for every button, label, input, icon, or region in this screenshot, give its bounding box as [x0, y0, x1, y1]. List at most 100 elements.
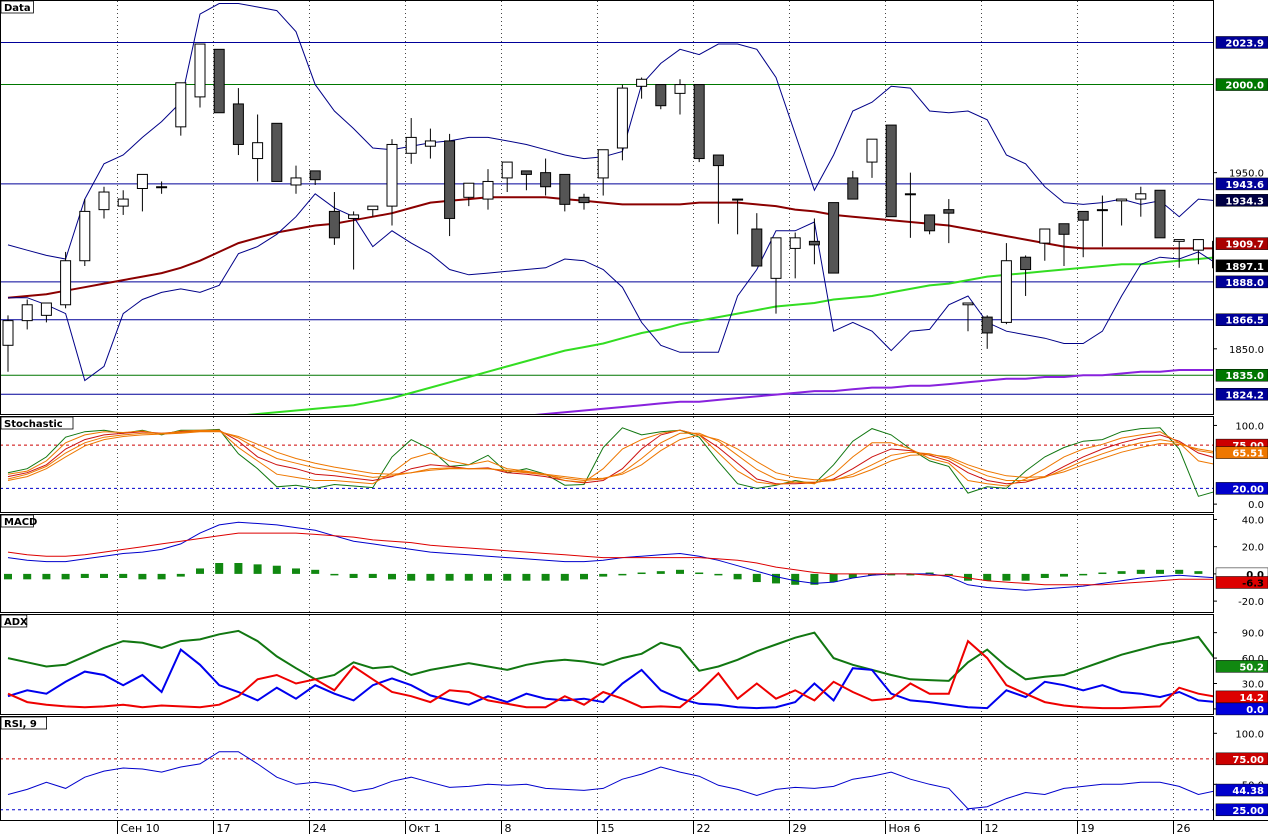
- macd-histogram-bar: [215, 563, 224, 574]
- price-tag-label: 1897.1: [1225, 262, 1264, 273]
- price-tag-label: 1888.0: [1225, 278, 1264, 289]
- candle-body: [21, 304, 33, 322]
- macd-histogram-bar: [925, 572, 934, 575]
- macd-histogram-bar: [983, 573, 992, 581]
- macd-histogram-bar: [368, 573, 377, 578]
- candle-body: [789, 237, 801, 249]
- price-overlay-line: [534, 369, 1213, 414]
- macd-histogram-bar: [1021, 573, 1030, 581]
- price-tag: [1215, 36, 1268, 49]
- macd-histogram-bar: [964, 573, 972, 581]
- candle-body: [693, 84, 705, 160]
- candle-body: [1077, 210, 1089, 221]
- candle-body: [770, 237, 782, 279]
- candle-body: [367, 205, 379, 211]
- price-tag-label: 0.0: [1246, 705, 1264, 716]
- price-tag: [1215, 446, 1268, 459]
- price-tag-label: 0.0: [1246, 570, 1264, 581]
- price-overlay-line: [246, 256, 1213, 414]
- price-tag-label: 1934.3: [1225, 196, 1264, 207]
- price-overlay-line: [8, 193, 1213, 382]
- macd-histogram-bar: [714, 573, 723, 576]
- price-tick-label: 1850.0: [1229, 345, 1264, 356]
- macd-histogram-bar: [733, 573, 742, 580]
- price-tick-label: 30.0: [1242, 679, 1264, 690]
- pane-title: Stochastic: [0, 416, 74, 430]
- candle-body: [290, 177, 302, 186]
- price-tag-label: 1835.0: [1225, 371, 1264, 382]
- price-tag-label: 25.00: [1232, 806, 1264, 817]
- price-tag: [1215, 237, 1268, 250]
- candle-body: [655, 84, 667, 107]
- candle-body: [1000, 260, 1012, 323]
- candle-body: [1192, 239, 1204, 251]
- candle-body: [405, 136, 417, 154]
- macd-histogram-bar: [868, 573, 876, 576]
- macd-histogram-bar: [810, 573, 819, 585]
- macd-histogram-bar: [1040, 573, 1049, 578]
- candle-body: [117, 198, 129, 207]
- macd-histogram-bar: [676, 569, 684, 574]
- candle-body: [309, 170, 321, 181]
- price-tag: [1215, 177, 1268, 191]
- candle-body: [1154, 189, 1166, 239]
- stochastic-line: [7, 429, 1213, 487]
- macd-histogram-bar: [503, 573, 512, 581]
- macd-histogram-bar: [1156, 569, 1164, 574]
- price-tag-label: 1824.2: [1225, 390, 1264, 401]
- macd-histogram-bar: [906, 573, 915, 576]
- macd-histogram-bar: [388, 573, 396, 580]
- price-tag: [1215, 752, 1268, 766]
- candle-body: [444, 140, 456, 219]
- price-tag-label: 1866.5: [1225, 316, 1264, 327]
- adx-line: [7, 629, 1213, 682]
- macd-histogram-bar: [887, 573, 896, 576]
- candle-body: [1116, 198, 1128, 202]
- macd-histogram-bar: [100, 573, 108, 578]
- macd-histogram-bar: [1098, 572, 1107, 575]
- candle-body: [636, 78, 648, 87]
- price-tag: [1215, 783, 1268, 797]
- price-overlay-line: [7, 196, 1213, 299]
- macd-histogram-bar: [426, 573, 435, 581]
- pane-title-text: Stochastic: [4, 419, 63, 430]
- macd-histogram-bar: [330, 573, 339, 576]
- macd-histogram-bar: [42, 573, 51, 580]
- candle-body: [559, 173, 571, 205]
- time-tick-label: Сен 10: [121, 822, 160, 834]
- candle-body: [924, 214, 936, 232]
- price-tag: [1215, 275, 1268, 289]
- candle-body: [1212, 240, 1213, 269]
- price-tick-label: 0.0: [1248, 500, 1264, 511]
- candle-body: [597, 149, 609, 179]
- candle-body: [904, 193, 916, 196]
- macd-histogram-bar: [1117, 571, 1126, 574]
- candle-body: [712, 154, 724, 167]
- candle-body: [1039, 228, 1051, 244]
- macd-histogram-bar: [1079, 573, 1088, 576]
- macd-histogram-bar: [1060, 573, 1068, 577]
- macd-histogram-bar: [618, 573, 627, 576]
- price-tag-label: 2023.9: [1225, 38, 1264, 49]
- time-tick-label: 17: [217, 822, 231, 834]
- macd-histogram-bar: [23, 573, 32, 580]
- candle-body: [674, 84, 686, 94]
- price-overlay-line: [7, 3, 1213, 260]
- candle-body: [885, 124, 897, 218]
- candle-body: [79, 210, 91, 262]
- time-tick-label: 15: [601, 822, 615, 834]
- candle-body: [175, 82, 187, 128]
- stochastic-line: [7, 431, 1213, 481]
- candle-body: [981, 316, 993, 334]
- candle-body: [808, 240, 820, 246]
- macd-histogram-bar: [61, 573, 70, 580]
- price-tag-label: 50.2: [1239, 662, 1264, 673]
- time-tick-label: 8: [505, 822, 512, 834]
- macd-histogram-bar: [484, 573, 492, 581]
- price-tag-label: 44.38: [1232, 786, 1264, 797]
- macd-line: [7, 532, 1213, 586]
- macd-histogram-bar: [80, 573, 89, 578]
- time-tick-label: 22: [697, 822, 711, 834]
